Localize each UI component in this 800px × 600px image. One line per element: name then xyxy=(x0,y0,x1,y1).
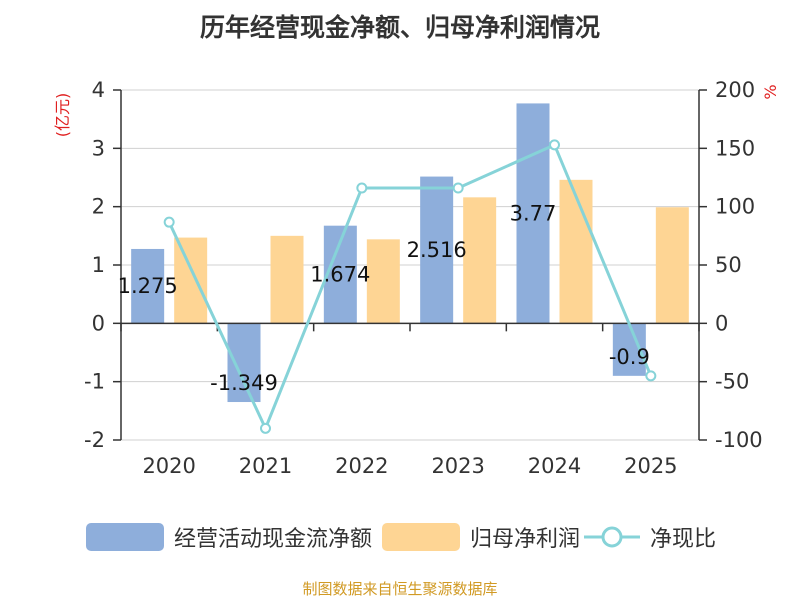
cashflow-data-label: 1.275 xyxy=(118,274,178,298)
cashflow-data-label: -1.349 xyxy=(210,371,278,395)
legend-label-cashflow: 经营活动现金流净额 xyxy=(174,527,373,552)
cashflow-data-label: 3.77 xyxy=(510,201,557,225)
y-left-tick-label: 4 xyxy=(92,78,105,102)
tick-labels-group: 4 3 2 1 0 -1 -2 200 150 100 50 0 -50 -100 2020 2021 2022… xyxy=(84,78,763,478)
x-tick-label: 2023 xyxy=(431,454,484,478)
bars-group xyxy=(131,103,689,403)
y-left-tick-label: 3 xyxy=(92,136,105,160)
legend-swatch-cashflow xyxy=(86,523,164,551)
ratio-line-group xyxy=(163,139,657,434)
profit-bar xyxy=(270,235,304,324)
ratio-point xyxy=(356,182,368,194)
y-left-tick-label: 2 xyxy=(92,195,105,219)
y-left-tick-label: -1 xyxy=(84,370,105,394)
gridlines xyxy=(121,89,699,441)
x-tick-label: 2022 xyxy=(335,454,388,478)
y-left-tick-label: 1 xyxy=(92,253,105,277)
profit-bar xyxy=(463,197,497,324)
cashflow-data-label: 1.674 xyxy=(310,263,370,287)
y-right-tick-label: -100 xyxy=(715,428,763,452)
cashflow-bar xyxy=(420,176,454,324)
x-tick-label: 2020 xyxy=(142,454,195,478)
cashflow-data-label: 2.516 xyxy=(407,238,467,262)
ratio-line xyxy=(167,142,653,433)
x-tick-label: 2024 xyxy=(528,454,581,478)
y-right-tick-label: 0 xyxy=(715,311,728,335)
legend: 经营活动现金流净额 归母净利润 净现比 xyxy=(0,520,800,554)
cashflow-bar xyxy=(516,103,550,324)
legend-swatch-profit xyxy=(382,523,460,551)
source-note: 制图数据来自恒生聚源数据库 xyxy=(302,580,498,598)
cashflow-data-label: -0.9 xyxy=(609,345,650,369)
ratio-point xyxy=(452,182,464,194)
profit-bar xyxy=(174,237,208,324)
y-right-tick-label: 50 xyxy=(715,253,742,277)
profit-bar xyxy=(559,179,593,324)
legend-item-profit: 归母净利润 xyxy=(382,520,580,554)
y-right-tick-label: -50 xyxy=(715,370,749,394)
y-right-tick-label: 100 xyxy=(715,195,755,219)
ratio-point xyxy=(163,216,175,228)
y-axis-right-label: % xyxy=(761,84,780,99)
y-axis-left-label: (亿元) xyxy=(53,93,72,138)
legend-item-cashflow: 经营活动现金流净额 xyxy=(86,520,372,554)
x-tick-label: 2021 xyxy=(239,454,292,478)
profit-bar xyxy=(366,239,400,324)
y-right-tick-label: 200 xyxy=(715,78,755,102)
ratio-point xyxy=(260,422,271,434)
cashflow-bar xyxy=(227,323,261,403)
ratio-point xyxy=(549,139,560,151)
y-left-tick-label: -2 xyxy=(84,428,105,452)
legend-item-ratio: 净现比 xyxy=(584,520,716,554)
cashflow-bar xyxy=(131,248,165,324)
data-labels-group: 1.275 -1.349 1.674 2.516 3.77 -0.9 xyxy=(118,201,650,395)
ratio-point xyxy=(645,370,657,382)
profit-bar xyxy=(655,207,689,324)
legend-swatch-ratio xyxy=(584,526,640,548)
chart-title: 历年经营现金净额、归母净利润情况 xyxy=(199,13,600,42)
y-right-tick-label: 150 xyxy=(715,136,755,160)
y-left-tick-label: 0 xyxy=(92,311,105,335)
legend-label-ratio: 净现比 xyxy=(650,527,717,552)
legend-label-profit: 归母净利润 xyxy=(470,527,581,552)
x-tick-label: 2025 xyxy=(624,454,677,478)
